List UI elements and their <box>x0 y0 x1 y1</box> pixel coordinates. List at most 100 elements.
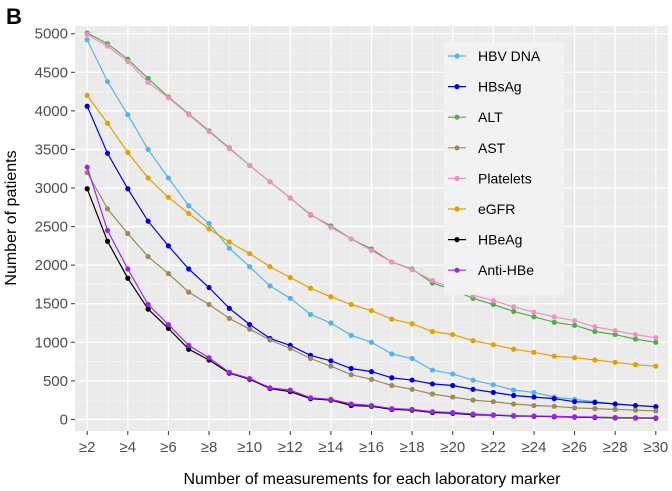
data-point-egfr <box>450 331 456 338</box>
data-point-hbv-dna <box>348 332 354 338</box>
data-point-hbv-dna <box>429 367 436 373</box>
data-point-alt <box>145 75 151 82</box>
data-point-hbv-dna <box>470 377 476 383</box>
data-point-egfr <box>145 175 151 181</box>
data-point-alt <box>490 301 496 308</box>
data-point-egfr <box>186 210 192 217</box>
data-point-alt <box>571 322 578 328</box>
data-point-hbv-dna <box>490 382 496 388</box>
data-point-anti-hbe <box>551 413 557 419</box>
data-point-platelets <box>348 236 354 242</box>
data-point-egfr <box>348 301 354 308</box>
data-point-ast <box>409 386 415 392</box>
plot-panel <box>75 26 668 431</box>
data-point-platelets <box>328 224 334 230</box>
x-tick-label: ≥8 <box>201 439 218 456</box>
legend-key-point-ast <box>454 145 460 151</box>
data-point-egfr <box>531 349 537 355</box>
data-point-anti-hbe <box>389 406 395 412</box>
data-point-platelets <box>287 195 293 201</box>
data-point-platelets <box>409 267 415 273</box>
data-point-hbv-dna <box>368 339 375 345</box>
data-point-hbsag <box>84 103 90 109</box>
x-tick-label: ≥14 <box>318 439 343 456</box>
data-point-ast <box>348 372 354 378</box>
data-point-egfr <box>247 250 253 257</box>
data-point-egfr <box>409 321 415 327</box>
data-point-anti-hbe <box>348 401 354 407</box>
data-point-hbeag <box>186 346 192 352</box>
y-tick-label: 3000 <box>35 180 68 197</box>
data-point-platelets <box>104 43 111 49</box>
data-point-egfr <box>125 149 131 156</box>
x-tick-label: ≥20 <box>440 439 465 456</box>
data-point-alt <box>653 339 659 345</box>
data-point-hbv-dna <box>84 37 90 43</box>
data-point-hbsag <box>368 369 375 375</box>
data-point-hbv-dna <box>450 371 456 377</box>
data-point-hbv-dna <box>511 387 517 393</box>
data-point-hbeag <box>165 325 172 331</box>
data-point-anti-hbe <box>186 342 192 348</box>
data-point-ast <box>389 382 395 389</box>
data-point-hbv-dna <box>125 112 131 118</box>
legend-label-hbeag: HBeAg <box>478 232 522 248</box>
data-point-ast <box>328 363 334 369</box>
data-point-anti-hbe <box>511 412 517 419</box>
data-point-platelets <box>612 328 618 334</box>
legend-label-platelets: Platelets <box>478 170 532 186</box>
data-point-anti-hbe <box>226 369 232 375</box>
data-point-anti-hbe <box>84 164 90 170</box>
data-point-hbv-dna <box>206 220 212 227</box>
data-point-egfr <box>287 274 293 281</box>
legend-key-point-hbeag <box>454 237 460 243</box>
x-axis-label: Number of measurements for each laborato… <box>183 471 561 488</box>
x-tick-label: ≥22 <box>481 439 506 456</box>
data-point-ast <box>186 289 192 295</box>
data-point-hbeag <box>125 275 131 281</box>
y-tick-label: 1000 <box>35 334 68 351</box>
data-point-ast <box>511 401 517 407</box>
data-point-anti-hbe <box>307 395 314 401</box>
data-point-platelets <box>632 331 639 338</box>
data-point-platelets <box>84 31 90 38</box>
y-tick-label: 2500 <box>35 219 68 236</box>
axes: 0 500 1000 1500 2000 2500 3000 3500 4000 4500 5000… <box>35 26 669 456</box>
y-tick-label: 1500 <box>35 296 68 313</box>
panel-label: B <box>6 4 22 29</box>
data-point-platelets <box>165 95 172 101</box>
data-point-ast <box>287 345 293 352</box>
data-point-anti-hbe <box>490 412 496 418</box>
data-point-ast <box>531 402 537 409</box>
data-point-anti-hbe <box>267 385 273 391</box>
data-point-hbv-dna <box>307 311 314 318</box>
legend-key-point-platelets <box>454 175 460 181</box>
data-point-hbsag <box>145 218 151 224</box>
x-tick-label: ≥12 <box>278 439 303 456</box>
data-point-hbv-dna <box>247 264 253 270</box>
data-point-hbv-dna <box>409 355 415 362</box>
data-point-ast <box>206 301 212 308</box>
data-point-ast <box>490 399 496 405</box>
data-point-egfr <box>632 362 639 368</box>
legend-key-point-hbv-dna <box>454 53 460 59</box>
data-point-hbsag <box>531 394 537 400</box>
data-point-anti-hbe <box>165 321 172 328</box>
data-point-egfr <box>389 316 395 322</box>
data-point-ast <box>653 408 659 414</box>
data-point-hbsag <box>348 365 354 372</box>
data-point-alt <box>632 336 639 342</box>
data-point-ast <box>592 406 598 412</box>
data-point-hbeag <box>84 186 90 192</box>
x-tick-label: ≥30 <box>643 439 668 456</box>
data-point-anti-hbe <box>450 409 456 416</box>
data-point-anti-hbe <box>409 406 415 412</box>
data-point-anti-hbe <box>612 414 618 421</box>
data-point-hbsag <box>389 375 395 381</box>
data-point-platelets <box>490 298 496 304</box>
data-point-ast <box>226 315 232 321</box>
data-point-hbeag <box>104 238 111 244</box>
legend-key-point-hbsag <box>454 84 460 90</box>
data-point-anti-hbe <box>287 387 293 393</box>
data-point-hbsag <box>104 150 111 156</box>
